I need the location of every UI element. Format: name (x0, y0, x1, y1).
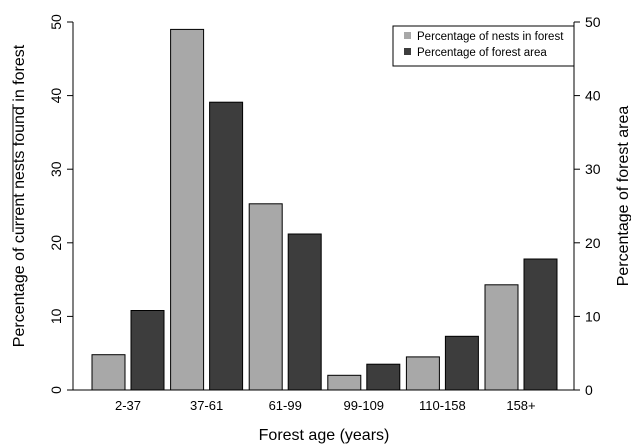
left-y-tick-label-10: 10 (48, 308, 64, 324)
x-axis: 2-37 37-61 61-99 99-109 110-158 158+ (115, 398, 536, 413)
x-tick-label-61-99: 61-99 (269, 398, 302, 413)
right-y-axis-title: Percentage of forest area (615, 106, 631, 287)
right-y-tick-label-20: 20 (585, 235, 601, 251)
left-y-tick-label-0: 0 (48, 386, 64, 394)
bar-forest-area-110-158 (444, 335, 479, 391)
left-y-axis: 0 10 20 30 40 50 (48, 14, 73, 394)
bar-nests-110-158 (405, 356, 440, 391)
bar-nests-158+ (484, 284, 519, 391)
left-y-tick-label-50: 50 (48, 14, 64, 30)
right-y-tick-label-50: 50 (585, 14, 601, 30)
left-y-tick-label-40: 40 (48, 88, 64, 104)
bar-forest-area-158+ (523, 258, 558, 391)
x-tick-label-99-109: 99-109 (344, 398, 384, 413)
right-y-tick-label-10: 10 (585, 308, 601, 324)
legend-box (392, 25, 575, 67)
left-y-tick-label-20: 20 (48, 235, 64, 251)
legend-label-forest-area: Percentage of forest area (417, 47, 547, 59)
x-tick-label-158+: 158+ (506, 398, 535, 413)
bar-forest-area-61-99 (287, 233, 322, 391)
x-axis-title: Forest age (years) (259, 427, 390, 444)
bar-nests-2-37 (91, 354, 126, 391)
bar-forest-area-99-109 (366, 363, 401, 391)
right-y-tick-label-30: 30 (585, 161, 601, 177)
bar-forest-area-2-37 (130, 310, 165, 391)
legend: Percentage of nests in forest Percentage… (392, 25, 575, 67)
bar-nests-99-109 (327, 374, 362, 391)
legend-swatch-forest-area (404, 48, 411, 55)
x-tick-label-2-37: 2-37 (115, 398, 141, 413)
right-y-tick-label-40: 40 (585, 88, 601, 104)
left-y-axis-title: Percentage of current nests found in for… (11, 44, 28, 347)
legend-label-nests: Percentage of nests in forest (417, 31, 564, 43)
x-tick-label-110-158: 110-158 (419, 398, 466, 413)
x-tick-label-37-61: 37-61 (190, 398, 223, 413)
bar-forest-area-37-61 (209, 101, 244, 391)
bars-group (91, 28, 558, 391)
bar-nests-37-61 (170, 28, 205, 391)
left-y-tick-label-30: 30 (48, 161, 64, 177)
bar-nests-61-99 (248, 203, 283, 391)
right-y-tick-label-0: 0 (585, 382, 593, 398)
legend-swatch-nests (404, 32, 411, 39)
right-y-axis: 0 10 20 30 40 50 (574, 14, 601, 398)
